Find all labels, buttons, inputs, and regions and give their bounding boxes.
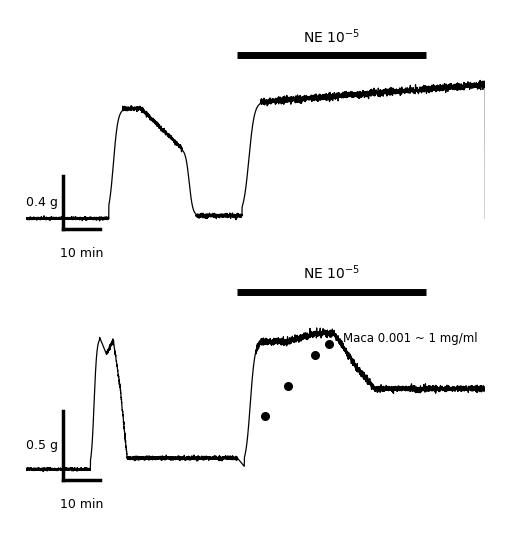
Text: 0.5 g: 0.5 g: [26, 439, 58, 452]
Text: 10 min: 10 min: [60, 247, 103, 259]
Text: 0.4 g: 0.4 g: [27, 196, 58, 209]
Text: 10 min: 10 min: [60, 498, 103, 511]
Text: NE 10$^{-5}$: NE 10$^{-5}$: [303, 27, 360, 46]
Text: NE 10$^{-5}$: NE 10$^{-5}$: [303, 263, 360, 282]
Text: Maca 0.001 ~ 1 mg/ml: Maca 0.001 ~ 1 mg/ml: [343, 332, 478, 345]
